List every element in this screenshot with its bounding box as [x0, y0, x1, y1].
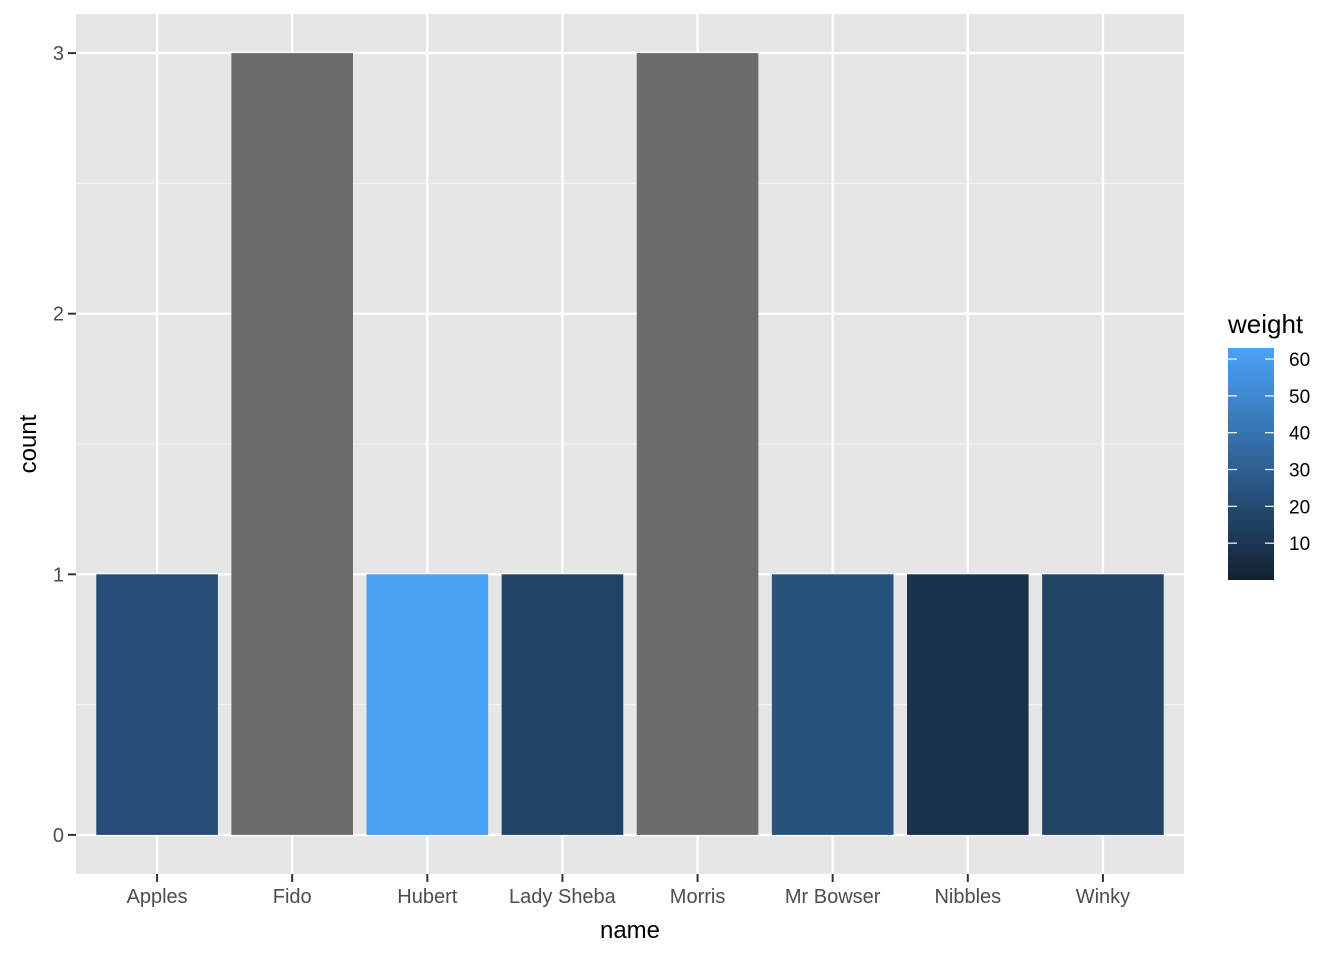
bar-mr-bowser	[771, 574, 894, 835]
y-tick-label: 2	[53, 304, 64, 326]
x-tick-label: Apples	[126, 886, 187, 908]
x-tick-label: Winky	[1076, 886, 1130, 908]
bar-hubert	[366, 574, 489, 835]
x-tick-label: Mr Bowser	[785, 886, 881, 908]
y-axis: 0 1 2 3	[53, 43, 76, 847]
x-tick-label: Morris	[670, 886, 726, 908]
bar-fido	[231, 53, 353, 835]
legend-colorbar	[1228, 348, 1274, 580]
bar-winky	[1042, 574, 1164, 835]
legend-tick-label: 40	[1289, 424, 1310, 445]
y-axis-title: count	[15, 414, 42, 473]
bar-morris	[636, 53, 759, 835]
legend-tick-label: 30	[1289, 461, 1310, 482]
legend: weight 10 20 30 40 50 60	[1227, 309, 1310, 580]
bar-lady-sheba	[501, 574, 624, 835]
x-axis-title: name	[600, 917, 660, 944]
x-tick-label: Hubert	[397, 886, 457, 908]
legend-ticks: 10 20 30 40 50 60	[1228, 350, 1310, 555]
y-tick-label: 1	[53, 564, 64, 586]
legend-tick-label: 50	[1289, 387, 1310, 408]
bar-apples	[96, 574, 218, 835]
x-tick-label: Nibbles	[934, 886, 1001, 908]
bar-nibbles	[907, 574, 1029, 835]
x-tick-label: Lady Sheba	[509, 886, 617, 908]
legend-tick-label: 10	[1289, 534, 1310, 555]
legend-title: weight	[1227, 309, 1304, 339]
legend-tick-label: 60	[1289, 350, 1310, 371]
y-tick-label: 0	[53, 825, 64, 847]
legend-tick-label: 20	[1289, 497, 1310, 518]
bars	[96, 53, 1164, 835]
x-axis: Apples Fido Hubert Lady Sheba Morris Mr Bowse…	[126, 874, 1130, 908]
y-tick-label: 3	[53, 43, 64, 65]
x-tick-label: Fido	[273, 886, 312, 908]
